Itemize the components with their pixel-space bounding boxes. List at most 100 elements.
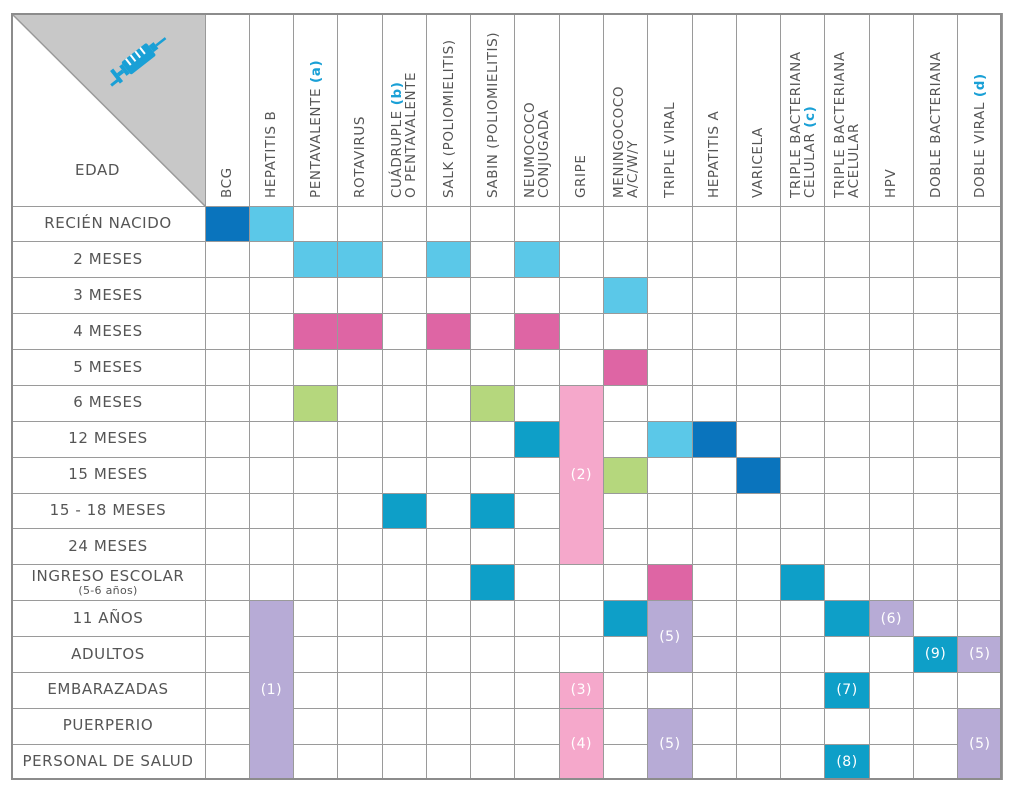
row-divider: [470, 492, 515, 494]
row-label: 12 MESES: [11, 421, 205, 457]
row-divider: [205, 349, 250, 350]
row-divider: [824, 743, 870, 745]
row-divider: [603, 743, 648, 745]
row-divider: [559, 671, 604, 673]
dose-cell: [293, 241, 338, 278]
row-divider: [205, 600, 250, 602]
row-divider: [692, 600, 737, 602]
row-divider: [514, 600, 560, 602]
row-divider: [913, 492, 958, 494]
row-divider: [249, 492, 294, 494]
row-divider: [559, 707, 604, 709]
row-divider: [337, 241, 383, 243]
row-divider: [249, 600, 294, 602]
age-label: 2 MESES: [73, 249, 143, 268]
row-divider: [736, 636, 781, 637]
row-divider: [249, 277, 294, 279]
row-divider: [11, 636, 205, 637]
row-divider: [293, 528, 338, 530]
row-divider: [913, 743, 958, 745]
row-divider: [647, 277, 693, 279]
row-label: EMBARAZADAS: [11, 672, 205, 708]
row-divider: [426, 313, 471, 315]
row-divider: [514, 492, 560, 494]
row-label: 15 - 18 MESES: [11, 493, 205, 529]
dose-cell: [293, 385, 338, 422]
row-divider: [11, 492, 205, 494]
row-divider: [736, 600, 781, 602]
row-divider: [824, 277, 870, 279]
row-divider: [603, 600, 648, 602]
row-divider: [11, 384, 205, 386]
row-divider: [692, 384, 737, 386]
corner-diagonal: [11, 13, 205, 206]
row-divider: [382, 671, 427, 673]
column-divider: [868, 13, 870, 780]
row-divider: [780, 671, 825, 673]
row-divider: [11, 313, 205, 315]
column-divider: [691, 13, 693, 780]
row-divider: [11, 349, 205, 350]
vaccination-schedule-table: EDAD BCG HEPATITIS B PENTAVALENTE (a) ROTAV…: [11, 13, 1003, 780]
row-divider: [426, 671, 471, 673]
row-divider: [603, 528, 648, 530]
row-divider: [692, 313, 737, 315]
row-divider: [337, 564, 383, 566]
row-divider: [603, 277, 648, 279]
footnote-number: (6): [880, 610, 902, 627]
row-divider: [382, 707, 427, 709]
row-divider: [426, 528, 471, 530]
row-divider: [559, 349, 604, 350]
row-divider: [869, 636, 914, 637]
row-divider: [205, 636, 250, 637]
row-divider: [205, 384, 250, 386]
row-divider: [692, 492, 737, 494]
row-divider: [824, 313, 870, 315]
dose-cell: [603, 600, 648, 637]
row-divider: [603, 636, 648, 637]
row-divider: [692, 241, 737, 243]
row-divider: [603, 492, 648, 494]
row-divider: [780, 564, 825, 566]
row-divider: [382, 241, 427, 243]
dose-cell: [603, 457, 648, 493]
row-divider: [514, 671, 560, 673]
row-divider: [514, 636, 560, 637]
row-divider: [780, 349, 825, 350]
row-divider: [824, 384, 870, 386]
row-divider: [559, 277, 604, 279]
header-divider: [11, 205, 1002, 207]
column-divider: [514, 13, 516, 780]
footnote-number: (9): [924, 646, 947, 663]
row-divider: [249, 384, 294, 386]
dose-cell: [559, 708, 604, 780]
row-divider: [913, 528, 958, 530]
row-divider: [559, 564, 604, 566]
row-divider: [11, 707, 205, 709]
row-divider: [470, 743, 515, 745]
row-label: 2 MESES: [11, 242, 205, 278]
row-divider: [249, 313, 294, 315]
row-divider: [249, 456, 294, 458]
row-divider: [382, 313, 427, 315]
row-divider: [957, 349, 1002, 350]
row-divider: [869, 528, 914, 530]
row-divider: [647, 313, 693, 315]
row-divider: [337, 743, 383, 745]
row-divider: [470, 277, 515, 279]
row-divider: [603, 241, 648, 243]
dose-cell: [824, 744, 870, 780]
row-divider: [249, 564, 294, 566]
row-divider: [205, 456, 250, 458]
row-divider: [692, 636, 737, 637]
row-divider: [293, 277, 338, 279]
row-divider: [647, 456, 693, 458]
syringe-icon: [110, 37, 167, 87]
row-divider: [205, 241, 250, 243]
row-divider: [426, 707, 471, 709]
row-divider: [11, 671, 205, 673]
column-divider: [381, 13, 383, 780]
column-divider: [293, 13, 295, 780]
row-divider: [957, 671, 1002, 673]
row-divider: [293, 492, 338, 494]
